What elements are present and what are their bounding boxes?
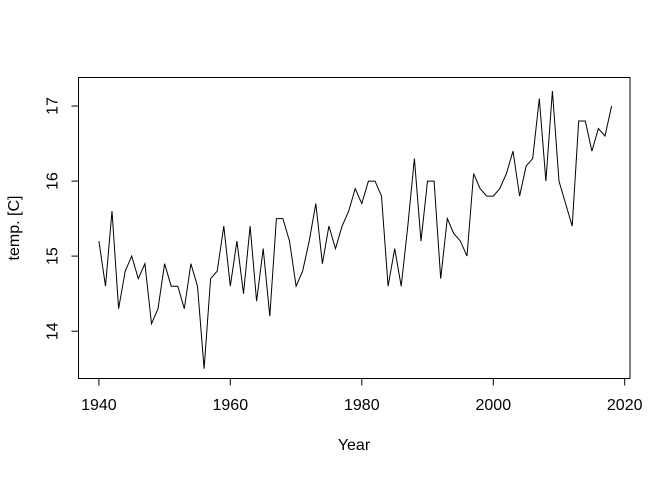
x-tick-label: 1940: [81, 397, 117, 414]
x-axis: 1940 1960 1980 2000 2020: [81, 378, 643, 414]
y-tick-label: 15: [45, 247, 62, 265]
y-axis: 14 15 16 17: [45, 97, 79, 340]
y-tick-label: 16: [45, 172, 62, 190]
y-axis-title: temp. [C]: [6, 196, 23, 261]
x-axis-title: Year: [338, 437, 371, 454]
temperature-series-line: [98, 90, 613, 369]
x-tick-label: 1980: [344, 397, 380, 414]
y-tick-label: 17: [45, 97, 62, 115]
x-tick-label: 1960: [213, 397, 249, 414]
x-tick-label: 2000: [476, 397, 512, 414]
plot-box: [78, 77, 631, 379]
series-group: [98, 90, 613, 369]
y-tick-label: 14: [45, 322, 62, 340]
x-tick-label: 2020: [607, 397, 643, 414]
